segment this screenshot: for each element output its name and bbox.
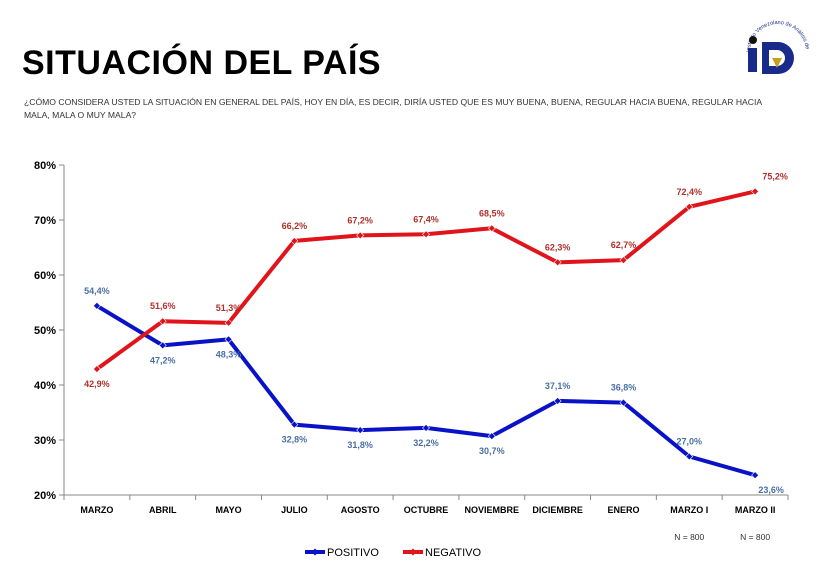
y-tick-label: 40% bbox=[34, 380, 56, 392]
data-point-negativo bbox=[685, 202, 694, 211]
legend-label-negativo: NEGATIVO bbox=[425, 547, 481, 559]
data-point-negativo bbox=[290, 236, 299, 245]
data-point-negativo bbox=[553, 258, 562, 267]
x-tick-label: AGOSTO bbox=[341, 505, 380, 515]
data-point-negativo bbox=[92, 365, 101, 373]
data-label-negativo: 72,4% bbox=[677, 187, 703, 197]
x-tick-label: ABRIL bbox=[149, 505, 177, 515]
series-line-positivo bbox=[95, 304, 756, 478]
data-label-positivo: 36,8% bbox=[611, 383, 637, 393]
x-tick-label: ENERO bbox=[607, 505, 639, 515]
data-point-positivo bbox=[92, 301, 101, 310]
sample-size-note: N = 800 bbox=[674, 532, 704, 542]
survey-question: ¿CÓMO CONSIDERA USTED LA SITUACIÓN EN GE… bbox=[24, 97, 762, 120]
data-label-negativo: 62,3% bbox=[545, 242, 571, 252]
data-point-negativo bbox=[224, 318, 233, 327]
data-point-negativo bbox=[356, 231, 365, 240]
data-label-positivo: 30,7% bbox=[479, 446, 505, 456]
data-label-positivo: 23,6% bbox=[758, 485, 784, 495]
data-label-negativo: 62,7% bbox=[611, 240, 637, 250]
data-label-negativo: 42,9% bbox=[84, 379, 110, 389]
x-tick-label: MAYO bbox=[215, 505, 241, 515]
data-label-positivo: 48,3% bbox=[216, 349, 242, 359]
y-tick-label: 80% bbox=[34, 160, 56, 172]
data-point-positivo bbox=[158, 341, 167, 350]
data-label-positivo: 31,8% bbox=[347, 440, 373, 450]
data-point-positivo bbox=[487, 432, 496, 441]
legend-label-positivo: POSITIVO bbox=[327, 547, 379, 559]
y-tick-label: 20% bbox=[34, 490, 56, 502]
data-point-negativo bbox=[158, 317, 167, 326]
x-tick-label: DICIEMBRE bbox=[532, 505, 583, 515]
data-point-positivo bbox=[751, 471, 760, 480]
data-label-positivo: 54,4% bbox=[84, 286, 110, 296]
data-point-positivo bbox=[553, 397, 562, 405]
data-point-positivo bbox=[356, 426, 365, 435]
data-point-positivo bbox=[685, 452, 694, 461]
data-label-negativo: 51,6% bbox=[150, 301, 176, 311]
x-tick-label: JULIO bbox=[281, 505, 308, 515]
data-label-positivo: 32,8% bbox=[282, 435, 308, 445]
sample-size-note: N = 800 bbox=[740, 532, 770, 542]
data-point-negativo bbox=[422, 230, 430, 239]
y-tick-label: 50% bbox=[34, 325, 56, 337]
x-tick-label: MARZO I bbox=[670, 505, 708, 515]
data-label-positivo: 37,1% bbox=[545, 381, 571, 391]
data-point-negativo bbox=[619, 256, 628, 265]
data-point-positivo bbox=[422, 423, 430, 432]
data-point-positivo bbox=[290, 420, 299, 429]
data-label-negativo: 68,5% bbox=[479, 208, 505, 218]
x-tick-label: OCTUBRE bbox=[404, 505, 449, 515]
data-label-positivo: 32,2% bbox=[413, 438, 439, 448]
x-tick-label: MARZO bbox=[80, 505, 113, 515]
data-point-positivo bbox=[224, 335, 233, 344]
data-label-positivo: 47,2% bbox=[150, 355, 176, 365]
data-point-negativo bbox=[751, 187, 760, 196]
legend-marker-positivo bbox=[311, 548, 319, 556]
data-label-negativo: 66,2% bbox=[282, 221, 308, 231]
data-label-negativo: 75,2% bbox=[762, 171, 788, 181]
legend-marker-negativo bbox=[409, 548, 417, 556]
x-tick-label: MARZO II bbox=[735, 505, 776, 515]
x-tick-label: NOVIEMBRE bbox=[465, 505, 520, 515]
data-label-negativo: 51,3% bbox=[216, 303, 242, 313]
y-tick-label: 30% bbox=[34, 435, 56, 447]
page-title: SITUACIÓN DEL PAÍS bbox=[22, 44, 382, 82]
ivad-logo: Instituto Venezolano de Análisis de Dato… bbox=[738, 18, 810, 74]
data-point-negativo bbox=[487, 224, 496, 233]
data-label-positivo: 27,0% bbox=[677, 437, 703, 447]
y-tick-label: 70% bbox=[34, 215, 56, 227]
data-label-negativo: 67,4% bbox=[413, 214, 439, 224]
data-point-positivo bbox=[619, 398, 628, 407]
data-label-negativo: 67,2% bbox=[347, 215, 373, 225]
y-tick-label: 60% bbox=[34, 270, 56, 282]
